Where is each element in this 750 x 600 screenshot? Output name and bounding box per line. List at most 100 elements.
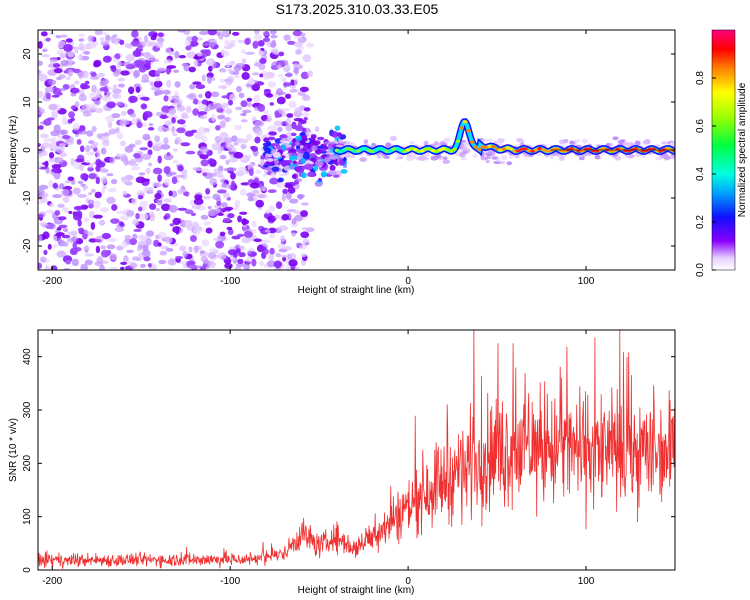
signal-ridge-core: [672, 149, 675, 153]
signal-ridge-core: [394, 147, 400, 151]
spectrogram-noise-blob: [223, 167, 233, 172]
spectrogram-transition-blob: [327, 161, 334, 165]
spectrogram-noise-blob: [288, 259, 298, 267]
spectrogram-transition-blob: [313, 165, 319, 172]
spectrogram-transition-blob: [299, 132, 306, 136]
spectrogram-noise-blob: [299, 86, 309, 93]
spectrogram-noise-blob: [60, 34, 68, 38]
spectrogram-transition-blob: [315, 126, 320, 133]
spectrogram-noise-blob: [106, 91, 112, 96]
spectrogram-noise-blob: [145, 167, 151, 175]
spectrogram-noise-blob: [163, 153, 174, 161]
spectrogram-noise-blob: [153, 141, 164, 147]
x-tick-label: -200: [42, 276, 62, 287]
spectrogram-halo-blob: [430, 155, 439, 161]
spectrogram-noise-blob: [85, 145, 91, 153]
spectrogram-noise-blob: [244, 170, 251, 175]
y-tick-label: -10: [22, 190, 33, 205]
spectrogram-transition-blob: [266, 140, 272, 147]
spectrogram-noise-blob: [247, 196, 254, 202]
spectrogram-noise-blob: [241, 58, 247, 64]
spectrogram-noise-blob: [204, 90, 212, 99]
spectrogram-noise-blob: [60, 129, 69, 135]
spectrogram-transition-blob: [290, 142, 296, 149]
spectrogram-noise-blob: [237, 166, 248, 172]
spectrogram-noise-blob: [40, 31, 48, 37]
spectrogram-noise-blob: [42, 48, 48, 53]
spectrogram-noise-blob: [93, 61, 100, 68]
signal-ridge-core: [373, 148, 379, 152]
spectrogram-halo-blob: [491, 156, 499, 160]
spectrogram-transition-blob: [278, 173, 287, 177]
spectrogram-noise-blob: [38, 107, 45, 115]
spectrogram-noise-blob: [208, 261, 216, 269]
spectrogram-noise-blob: [238, 245, 245, 250]
spectrogram-noise-blob: [88, 163, 94, 169]
spectrogram-noise-blob: [233, 142, 239, 146]
spectrogram-halo-blob: [406, 153, 415, 158]
spectrogram-noise-blob: [208, 248, 217, 253]
spectrogram-noise-blob: [183, 63, 190, 72]
signal-ridge-core: [419, 149, 425, 153]
spectrogram-noise-blob: [269, 30, 277, 35]
spectrogram-noise-blob: [72, 241, 78, 249]
spectrogram-noise-blob: [280, 254, 290, 258]
spectrogram-noise-blob: [59, 53, 66, 59]
spectrogram-noise-blob: [225, 78, 233, 86]
spectrogram-noise-blob: [294, 210, 302, 215]
spectrogram-noise-blob: [145, 230, 155, 237]
spectrogram-noise-blob: [303, 107, 311, 112]
spectrogram-noise-blob: [294, 107, 302, 115]
spectrogram-noise-blob: [140, 263, 146, 268]
spectrogram-noise-blob: [207, 75, 212, 84]
spectrogram-noise-blob: [131, 118, 138, 125]
spectrogram-noise-blob: [306, 42, 314, 48]
spectrogram-transition-blob: [274, 158, 280, 165]
spectrogram-noise-blob: [180, 115, 190, 119]
spectrogram-noise-blob: [120, 110, 127, 116]
spectrogram-noise-blob: [288, 100, 297, 109]
spectrogram-transition-blob: [295, 141, 300, 146]
spectrogram-noise-blob: [274, 214, 281, 220]
spectrogram-noise-blob: [163, 137, 169, 145]
spectrogram-noise-blob: [82, 110, 92, 117]
spectrogram-noise-blob: [118, 83, 125, 88]
spectrogram-noise-blob: [192, 81, 202, 85]
x-tick-label: 0: [405, 576, 411, 587]
spectrogram-noise-blob: [129, 262, 138, 269]
spectrogram-halo-blob: [501, 155, 508, 161]
spectrogram-noise-blob: [301, 227, 308, 231]
spectrogram-noise-blob: [217, 136, 223, 141]
x-tick-label: -100: [220, 576, 240, 587]
spectrogram-halo-blob: [558, 139, 566, 144]
spectrogram-noise-blob: [45, 37, 51, 42]
spectrogram-noise-blob: [230, 39, 236, 45]
signal-ridge-core: [448, 149, 454, 153]
spectrogram-noise-blob: [261, 239, 271, 244]
spectrogram-noise-blob: [154, 135, 161, 143]
spectrogram-noise-blob: [139, 147, 149, 151]
signal-ridge-core: [387, 149, 393, 153]
spectrogram-noise-blob: [82, 173, 89, 182]
spectrogram-noise-blob: [201, 135, 208, 143]
spectrogram-transition-blob: [309, 153, 317, 158]
spectrogram-noise-blob: [163, 198, 173, 203]
spectrogram-noise-blob: [269, 177, 279, 185]
spectrogram-noise-blob: [109, 156, 115, 164]
spectrogram-noise-blob: [208, 41, 217, 47]
x-tick-label: -100: [220, 276, 240, 287]
spectrogram-halo-blob: [518, 140, 525, 143]
spectrogram-noise-blob: [227, 213, 235, 219]
spectrogram-noise-blob: [177, 207, 188, 211]
spectrogram-noise-blob: [83, 245, 90, 251]
signal-ridge-core: [530, 149, 536, 153]
spectrogram-noise-blob: [236, 233, 245, 237]
spectrogram-noise-blob: [79, 145, 85, 153]
spectrogram-noise-blob: [39, 222, 48, 226]
spectrogram-noise-blob: [289, 198, 299, 204]
spectrogram-noise-blob: [133, 228, 142, 232]
spectrogram-noise-blob: [232, 31, 240, 36]
snr-y-ticks: 0 100 200 300 400: [22, 348, 675, 573]
spectrogram-noise-blob: [80, 263, 88, 270]
spectrogram-noise-blob: [129, 238, 138, 246]
